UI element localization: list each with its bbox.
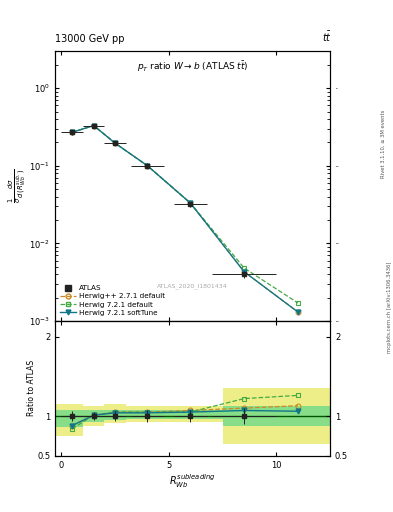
- X-axis label: $R_{Wb}^{subleading}$: $R_{Wb}^{subleading}$: [169, 472, 216, 490]
- Y-axis label: $\frac{1}{\sigma}\frac{d\sigma}{d\,(R_{Wb}^{sub.})}$: $\frac{1}{\sigma}\frac{d\sigma}{d\,(R_{W…: [6, 168, 28, 203]
- Text: $t\bar{t}$: $t\bar{t}$: [322, 30, 332, 44]
- Text: Rivet 3.1.10, ≥ 3M events: Rivet 3.1.10, ≥ 3M events: [381, 109, 386, 178]
- Y-axis label: Ratio to ATLAS: Ratio to ATLAS: [27, 360, 36, 416]
- Text: $p_T$ ratio $W \rightarrow b$ (ATLAS $t\bar{t}$): $p_T$ ratio $W \rightarrow b$ (ATLAS $t\…: [137, 59, 248, 74]
- Text: 13000 GeV pp: 13000 GeV pp: [55, 33, 125, 44]
- Text: mcplots.cern.ch [arXiv:1306.3436]: mcplots.cern.ch [arXiv:1306.3436]: [387, 262, 391, 353]
- Legend: ATLAS, Herwig++ 2.7.1 default, Herwig 7.2.1 default, Herwig 7.2.1 softTune: ATLAS, Herwig++ 2.7.1 default, Herwig 7.…: [57, 282, 168, 318]
- Text: ATLAS_2020_I1801434: ATLAS_2020_I1801434: [157, 283, 228, 289]
